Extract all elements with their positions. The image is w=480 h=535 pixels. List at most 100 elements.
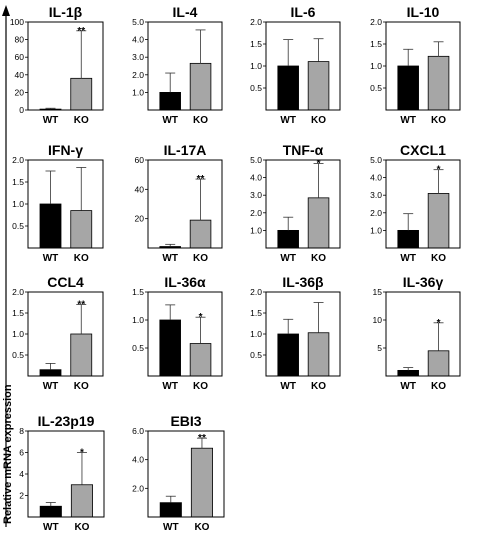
y-axis-arrowhead xyxy=(2,5,10,16)
chart-title: TNF-α xyxy=(283,142,324,158)
y-tick-label: 2.0 xyxy=(132,70,144,80)
y-tick-label: 6.0 xyxy=(132,426,144,436)
x-tick-label: WT xyxy=(162,115,178,126)
bar-ko xyxy=(70,484,94,518)
bar-wt xyxy=(277,333,299,377)
bar-wt xyxy=(159,92,181,111)
chart-title: IFN-γ xyxy=(48,142,83,158)
y-tick-label: 2.0 xyxy=(370,208,382,218)
chart-panel: IL-23p19 WT * KO 2 4 6 8 xyxy=(19,413,105,533)
bar-wt xyxy=(159,502,182,518)
chart-title: CCL4 xyxy=(47,274,84,290)
x-tick-label: KO xyxy=(74,253,89,264)
bar-ko xyxy=(307,332,330,377)
chart-title: IL-17A xyxy=(164,142,207,158)
chart-title: IL-36γ xyxy=(403,274,444,290)
y-tick-label: 1.0 xyxy=(132,87,144,97)
significance-marker: * xyxy=(317,159,321,170)
plot-frame xyxy=(385,291,461,377)
y-tick-label: 1.0 xyxy=(250,225,262,235)
x-tick-label: KO xyxy=(431,115,446,126)
x-tick-label: KO xyxy=(74,115,89,126)
y-tick-label: 4.0 xyxy=(132,35,144,45)
y-tick-label: 1.0 xyxy=(370,61,382,71)
x-tick-label: KO xyxy=(74,381,89,392)
plot-frame xyxy=(27,159,104,249)
y-tick-label: 1.5 xyxy=(250,39,262,49)
chart-title: IL-36β xyxy=(282,274,324,290)
y-tick-label: 2.0 xyxy=(12,155,24,165)
chart-panel: TNF-α WT * KO 1.0 2.0 3.0 4.0 5.0 xyxy=(250,142,341,264)
chart-title: IL-4 xyxy=(173,4,198,20)
y-tick-label: 10 xyxy=(373,315,383,325)
plot-frame xyxy=(27,291,104,377)
x-tick-label: WT xyxy=(280,115,296,126)
plot-frame xyxy=(27,21,104,111)
x-tick-label: KO xyxy=(193,253,208,264)
chart-title: IL-36α xyxy=(164,274,206,290)
bar-wt xyxy=(277,65,299,111)
x-tick-label: KO xyxy=(311,381,326,392)
bar-ko xyxy=(70,77,93,111)
y-tick-label: 100 xyxy=(10,17,24,27)
significance-marker: ** xyxy=(198,433,206,444)
y-tick-label: 4.0 xyxy=(132,455,144,465)
bar-wt xyxy=(397,65,419,111)
y-tick-label: 1.5 xyxy=(132,287,144,297)
chart-title: IL-6 xyxy=(291,4,316,20)
y-tick-label: 1.5 xyxy=(12,177,24,187)
y-tick-label: 2.0 xyxy=(250,17,262,27)
y-tick-label: 4 xyxy=(19,469,24,479)
bar-ko xyxy=(189,219,212,249)
y-tick-label: 1.0 xyxy=(12,329,24,339)
x-tick-label: WT xyxy=(400,115,416,126)
chart-panel: IL-36β WT KO 0.5 1.0 1.5 2.0 xyxy=(250,274,341,392)
bar-ko xyxy=(189,343,212,377)
chart-panel: IL-6 WT KO 0.5 1.0 1.5 2.0 xyxy=(250,4,341,126)
y-tick-label: 1.0 xyxy=(370,225,382,235)
bar-ko xyxy=(307,61,330,111)
significance-marker: ** xyxy=(197,174,205,185)
significance-marker: * xyxy=(80,448,84,459)
bar-wt xyxy=(277,229,299,249)
x-tick-label: KO xyxy=(74,522,89,533)
y-tick-label: 40 xyxy=(135,184,145,194)
x-tick-label: KO xyxy=(431,381,446,392)
x-tick-label: KO xyxy=(193,381,208,392)
y-tick-label: 2.0 xyxy=(12,287,24,297)
y-tick-label: 0.5 xyxy=(250,83,262,93)
plot-frame xyxy=(385,21,461,111)
y-tick-label: 1.5 xyxy=(250,308,262,318)
y-tick-label: 1.0 xyxy=(250,61,262,71)
x-tick-label: KO xyxy=(193,115,208,126)
y-tick-label: 0.5 xyxy=(370,83,382,93)
y-tick-label: 1.0 xyxy=(250,329,262,339)
plot-frame xyxy=(385,159,461,249)
bar-ko xyxy=(427,350,450,377)
y-tick-label: 3.0 xyxy=(132,52,144,62)
plot-frame xyxy=(265,21,341,111)
chart-panel: IL-10 WT KO 0.5 1.0 1.5 2.0 xyxy=(370,4,461,126)
x-tick-label: WT xyxy=(43,381,59,392)
x-tick-label: WT xyxy=(163,522,179,533)
y-tick-label: 1.5 xyxy=(370,39,382,49)
y-tick-label: 5.0 xyxy=(132,17,144,27)
chart-title: IL-1β xyxy=(49,4,83,20)
x-tick-label: WT xyxy=(400,253,416,264)
y-tick-label: 3.0 xyxy=(370,190,382,200)
y-tick-label: 5.0 xyxy=(370,155,382,165)
y-tick-label: 5.0 xyxy=(250,155,262,165)
y-tick-label: 1.0 xyxy=(132,315,144,325)
significance-marker: ** xyxy=(77,26,85,37)
y-tick-label: 4.0 xyxy=(250,173,262,183)
y-tick-label: 20 xyxy=(135,214,145,224)
bar-ko xyxy=(70,210,93,249)
chart-title: IL-23p19 xyxy=(38,413,95,429)
y-tick-label: 2.0 xyxy=(370,17,382,27)
bar-wt xyxy=(39,505,62,518)
y-tick-label: 2.0 xyxy=(250,208,262,218)
y-tick-label: 2.0 xyxy=(132,483,144,493)
x-tick-label: KO xyxy=(431,253,446,264)
y-tick-label: 40 xyxy=(15,70,25,80)
